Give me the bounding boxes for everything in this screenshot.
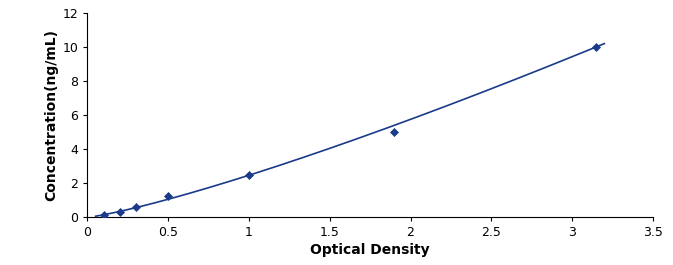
X-axis label: Optical Density: Optical Density [310,244,430,258]
Y-axis label: Concentration(ng/mL): Concentration(ng/mL) [44,29,59,201]
